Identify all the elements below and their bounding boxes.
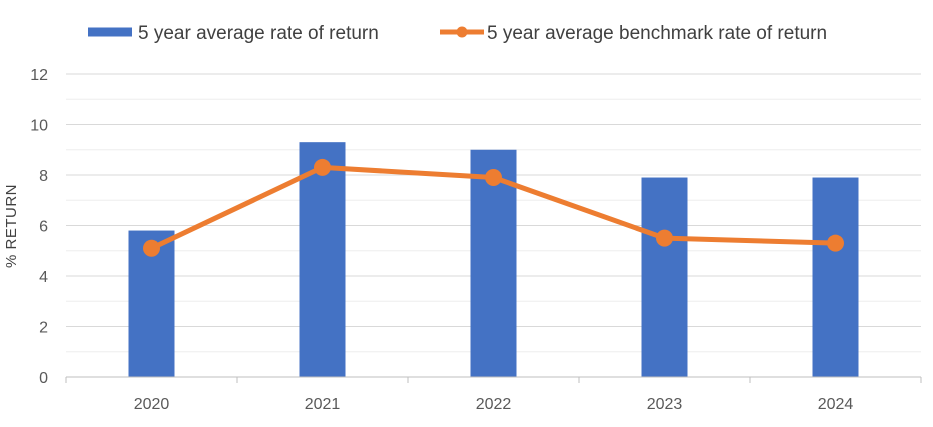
line-point <box>485 169 502 187</box>
bar-series <box>128 142 859 377</box>
x-tick-label: 2020 <box>134 396 170 413</box>
line-point <box>314 158 331 176</box>
y-tick-label: 6 <box>39 219 48 236</box>
legend-label-bar: 5 year average rate of return <box>138 23 379 44</box>
y-tick-label: 12 <box>30 67 48 84</box>
y-tick-label: 4 <box>39 269 48 286</box>
y-axis-ticks: 0 2 4 6 8 10 12 <box>30 67 48 387</box>
x-tick-label: 2022 <box>476 396 512 413</box>
legend-swatch-marker <box>456 26 468 38</box>
bar <box>812 177 859 377</box>
x-tick-label: 2023 <box>647 396 683 413</box>
y-tick-label: 10 <box>30 118 48 135</box>
bar <box>470 149 517 377</box>
y-axis-title: % RETURN <box>3 184 20 268</box>
legend-label-line: 5 year average benchmark rate of return <box>487 23 827 44</box>
x-axis: 2020 2021 2022 2023 2024 <box>65 376 922 413</box>
line-point <box>827 234 844 252</box>
y-tick-label: 8 <box>39 168 48 185</box>
bar <box>641 177 688 377</box>
line-series <box>143 158 844 257</box>
bar <box>299 142 346 377</box>
legend: 5 year average rate of return 5 year ave… <box>88 23 827 44</box>
x-tick-label: 2024 <box>818 396 854 413</box>
line-point <box>143 239 160 257</box>
y-tick-label: 0 <box>39 370 48 387</box>
y-tick-label: 2 <box>39 320 48 337</box>
line-point <box>656 229 673 247</box>
x-tick-label: 2021 <box>305 396 341 413</box>
